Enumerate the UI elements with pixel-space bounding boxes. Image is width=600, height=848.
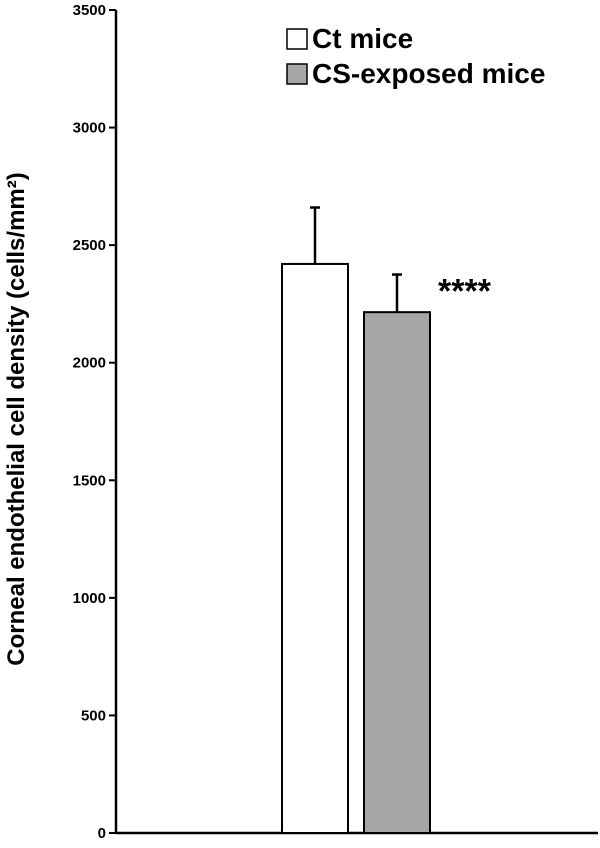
y-tick-label: 3000: [73, 120, 106, 137]
legend-label: CS-exposed mice: [312, 58, 545, 89]
y-tick-label: 500: [81, 707, 106, 724]
y-tick-label: 1500: [73, 472, 106, 489]
legend-swatch: [286, 63, 308, 85]
y-tick-label: 3500: [73, 2, 106, 19]
legend: Ct mice CS-exposed mice: [286, 23, 545, 89]
y-tick-label: 2000: [73, 355, 106, 372]
y-tick-label: 1000: [73, 590, 106, 607]
bar-cs-exposed-mice: [363, 311, 431, 834]
y-tick-label: 2500: [73, 237, 106, 254]
legend-label: Ct mice: [312, 23, 413, 54]
legend-swatch: [286, 28, 308, 50]
y-tick-label: 0: [98, 825, 106, 842]
bar-ct-mice: [281, 262, 349, 834]
axes: 0 500 1000 1500 2000 2500 3000 3500: [73, 2, 598, 842]
y-axis-label: Corneal endothelial cell density (cells/…: [3, 172, 30, 665]
significance-label: ****: [438, 273, 492, 311]
bars: ****: [281, 206, 492, 834]
